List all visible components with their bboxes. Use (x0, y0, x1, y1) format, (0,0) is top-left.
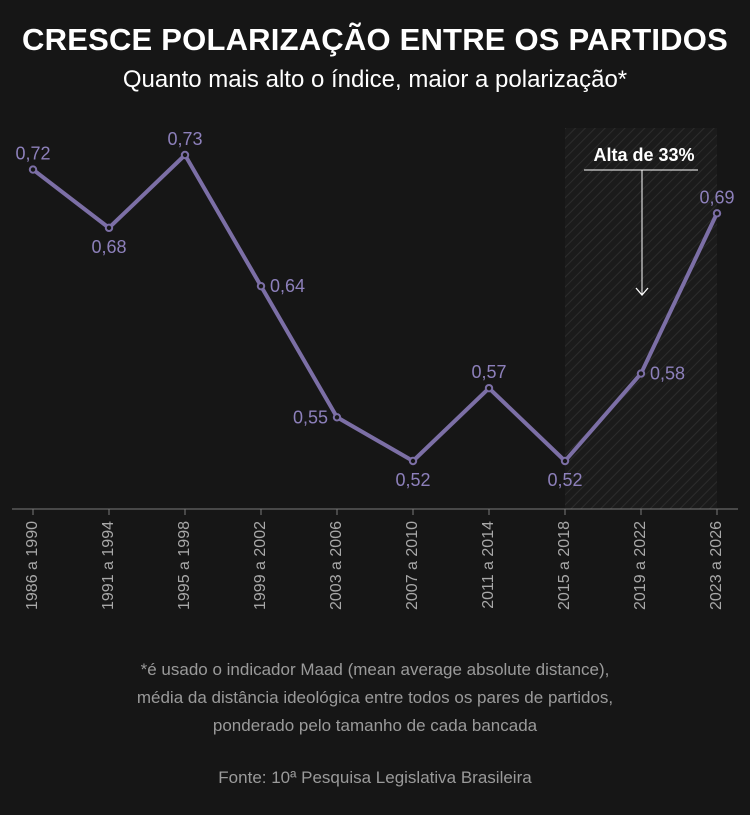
x-tick-label: 1991 a 1994 (100, 521, 117, 610)
footnote: *é usado o indicador Maad (mean average … (0, 656, 750, 740)
chart-subtitle: Quanto mais alto o índice, maior a polar… (122, 66, 628, 93)
data-point (28, 165, 38, 174)
data-point (104, 223, 114, 233)
x-tick-label: 2015 a 2018 (556, 521, 573, 610)
chart-title: CRESCE POLARIZAÇÃO ENTRE OS PARTIDOS (22, 22, 728, 57)
data-point (560, 456, 570, 466)
data-point (712, 209, 722, 218)
annotation-arrow-head (635, 287, 649, 296)
data-label: 0,64 (270, 276, 305, 296)
x-tick-label: 2023 a 2026 (708, 521, 725, 610)
data-label: 0,72 (15, 144, 50, 164)
data-label: 0,73 (167, 129, 202, 149)
data-label: 0,57 (471, 362, 506, 382)
line-chart: 1986 a 1990 1991 a 1994 1995 a 1998 1999 a … (12, 128, 738, 610)
data-point (332, 413, 342, 422)
x-tick-label: 1986 a 1990 (24, 521, 41, 610)
data-point (256, 281, 266, 291)
data-point (408, 456, 418, 466)
data-label: 0,58 (650, 364, 685, 384)
data-point (180, 150, 190, 160)
series-line (31, 153, 719, 463)
data-point (636, 369, 646, 378)
source-note: Fonte: 10ª Pesquisa Legislativa Brasilei… (218, 768, 532, 787)
annotation-label: Alta de 33% (593, 145, 694, 165)
x-tick-label: 2007 a 2010 (404, 521, 421, 610)
data-point (484, 383, 494, 393)
highlight-band (565, 128, 717, 509)
data-label: 0,55 (293, 407, 328, 427)
footnote-line: ponderado pelo tamanho de cada bancada (212, 716, 538, 735)
x-tick-label: 2019 a 2022 (632, 521, 649, 610)
data-label: 0,52 (547, 470, 582, 490)
x-tick-label: 1999 a 2002 (252, 521, 269, 610)
footnote-line: *é usado o indicador Maad (mean average … (140, 660, 610, 679)
data-label: 0,68 (91, 237, 126, 257)
x-tick-label: 2011 a 2014 (480, 521, 497, 609)
x-tick-label: 1995 a 1998 (176, 521, 193, 610)
data-label: 0,69 (699, 187, 734, 207)
data-label: 0,52 (395, 470, 430, 490)
x-tick-label: 2003 a 2006 (328, 521, 345, 610)
footnote-line: média da distância ideológica entre todo… (136, 688, 614, 707)
